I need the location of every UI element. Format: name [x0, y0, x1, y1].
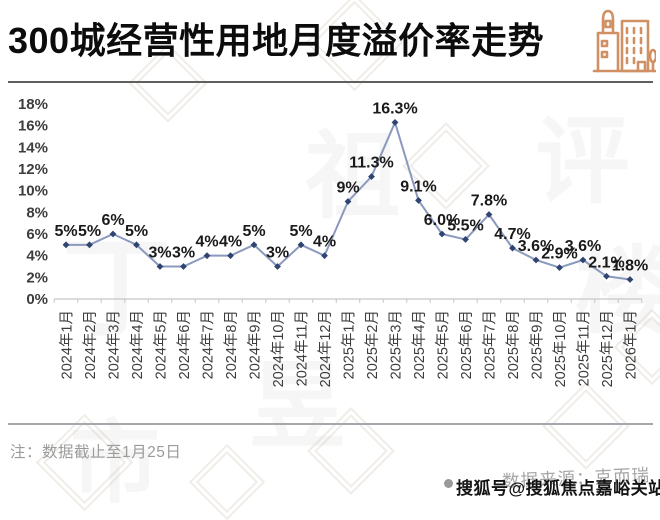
- y-axis-label: 18%: [18, 96, 48, 113]
- data-label: 3.6%: [518, 238, 554, 255]
- data-point: [203, 252, 211, 260]
- sohu-watermark: 搜狐号@搜狐焦点嘉峪关站: [444, 474, 660, 499]
- data-cutoff-note: 注：数据截止至1月25日: [10, 444, 182, 461]
- y-axis-label: 2%: [26, 269, 48, 286]
- premium-rate-chart: 0%2%4%6%8%10%12%14%16%18%5% 5%6%5%3% 3%4% 4…: [18, 96, 648, 387]
- data-label: 5%: [242, 223, 265, 240]
- data-label: 5%: [289, 223, 312, 240]
- x-axis-label: 2025年8月: [505, 310, 522, 379]
- x-axis-label: 2025年4月: [411, 310, 428, 379]
- x-axis-label: 2024年12月: [317, 310, 334, 387]
- data-label: 6.0%: [424, 212, 460, 229]
- x-axis-label: 2024年8月: [223, 310, 240, 379]
- data-label: 2.1%: [588, 254, 624, 271]
- data-point: [86, 241, 93, 249]
- data-label: 5%: [125, 223, 148, 240]
- data-label: 2.9%: [541, 246, 577, 263]
- data-label: 5%: [54, 223, 77, 240]
- data-label: 1.8%: [612, 258, 648, 275]
- x-axis-label: 2025年11月: [576, 310, 593, 386]
- data-point: [626, 276, 634, 283]
- data-point: [133, 241, 140, 249]
- data-label: 5.5%: [447, 217, 483, 234]
- buildings-icon: [592, 9, 656, 73]
- data-label: 9.1%: [400, 178, 436, 195]
- data-point: [462, 236, 469, 243]
- data-point: [297, 241, 305, 249]
- x-axis-label: 2024年10月: [270, 310, 287, 387]
- data-label: 7.8%: [471, 193, 507, 210]
- x-axis-label: 2024年6月: [176, 310, 193, 379]
- data-label: 9%: [336, 180, 359, 197]
- chart-footer-divider: [8, 423, 653, 425]
- y-axis-label: 12%: [18, 161, 48, 178]
- data-label: 11.3%: [349, 155, 393, 172]
- x-axis-label: 2025年6月: [458, 310, 475, 379]
- data-point: [321, 252, 328, 260]
- x-axis-label: 2024年5月: [153, 310, 170, 379]
- data-label: 4%: [219, 234, 242, 251]
- x-axis-label: 2024年7月: [200, 310, 217, 379]
- data-label: 6%: [101, 212, 124, 229]
- x-axis-label: 2025年5月: [435, 310, 452, 379]
- x-axis-label: 2024年1月: [59, 310, 76, 379]
- data-point: [509, 244, 516, 252]
- data-point: [344, 198, 352, 205]
- x-axis-label: 2025年7月: [482, 310, 499, 379]
- data-label: 4%: [313, 234, 336, 251]
- x-axis-label: 2026年1月: [623, 310, 640, 379]
- x-axis-label: 2025年12月: [599, 310, 616, 387]
- data-point: [250, 241, 258, 249]
- y-axis-label: 8%: [26, 204, 48, 221]
- x-axis-label: 2024年4月: [129, 310, 146, 379]
- data-point: [156, 263, 164, 270]
- x-axis-label: 2024年3月: [106, 310, 123, 379]
- data-point: [109, 230, 117, 238]
- data-label: 3.6%: [565, 238, 601, 255]
- data-point: [274, 263, 281, 270]
- data-label: 3%: [148, 245, 171, 262]
- data-point: [227, 252, 234, 260]
- x-axis-label: 2025年9月: [529, 310, 546, 379]
- data-label: 5%: [78, 223, 101, 240]
- y-axis-label: 14%: [18, 139, 48, 156]
- x-axis-label: 2025年10月: [552, 310, 569, 387]
- data-point: [556, 264, 563, 271]
- data-point: [438, 230, 446, 238]
- sohu-logo-dot: [444, 479, 453, 488]
- title-divider: [8, 81, 653, 83]
- sohu-watermark-text: 搜狐号@搜狐焦点嘉峪关站: [456, 479, 660, 498]
- data-point: [532, 256, 540, 264]
- y-axis-label: 10%: [18, 183, 48, 200]
- data-point: [368, 173, 375, 180]
- page-title: 300城经营性用地月度溢价率走势: [8, 20, 545, 61]
- data-label: 4%: [195, 234, 218, 251]
- x-axis-label: 2025年3月: [388, 310, 405, 379]
- data-point: [485, 211, 493, 218]
- y-axis-label: 4%: [26, 248, 48, 265]
- data-point: [391, 119, 399, 126]
- data-point: [62, 241, 70, 249]
- data-point: [603, 272, 610, 280]
- data-label: 3%: [172, 245, 195, 262]
- x-axis-label: 2024年11月: [294, 310, 311, 386]
- x-axis-label: 2025年2月: [364, 310, 381, 379]
- y-axis-label: 0%: [26, 291, 48, 308]
- y-axis-label: 6%: [26, 226, 48, 243]
- x-axis-label: 2024年2月: [82, 310, 99, 379]
- data-label: 4.7%: [494, 226, 530, 243]
- data-label: 16.3%: [372, 100, 417, 117]
- data-point: [579, 256, 587, 264]
- data-point: [180, 263, 187, 270]
- data-point: [415, 197, 422, 204]
- data-label: 3%: [266, 245, 289, 262]
- x-axis-label: 2025年1月: [341, 310, 358, 379]
- x-axis-label: 2024年9月: [247, 310, 264, 379]
- y-axis-label: 16%: [18, 118, 48, 135]
